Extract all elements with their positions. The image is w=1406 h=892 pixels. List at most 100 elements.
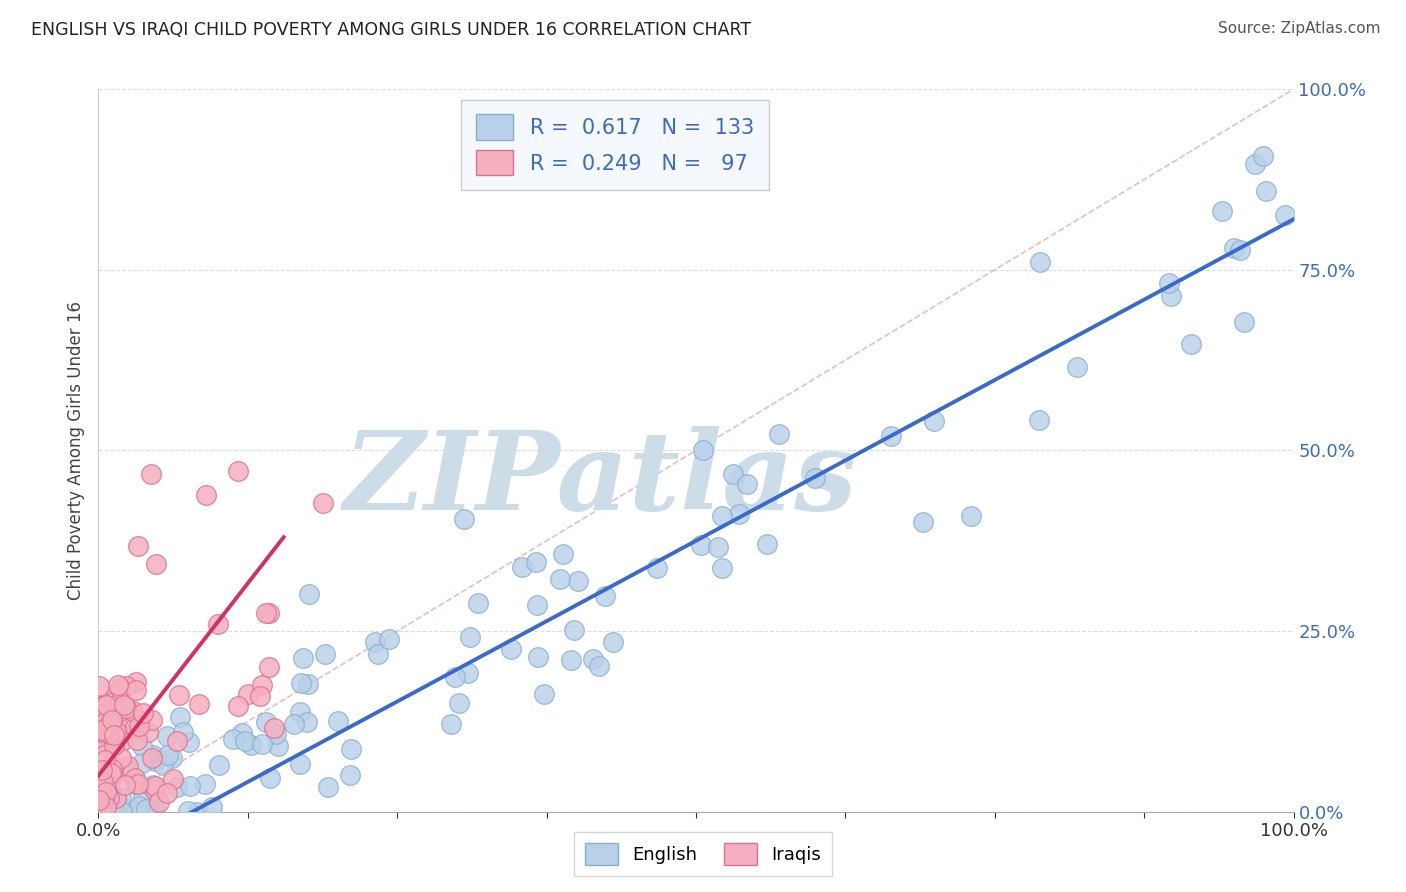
Point (114, 701, 136, 715)
Point (378, 632, 401, 647)
Point (1157, 276, 1180, 290)
Point (128, 799, 150, 814)
Point (89, 777, 111, 791)
Point (110, 751, 132, 765)
Point (98, 774, 121, 789)
Point (290, 676, 312, 690)
Point (89, 795, 111, 809)
Point (89, 719, 111, 733)
Point (711, 508, 734, 523)
Point (94, 736, 117, 750)
Text: ZIPatlas: ZIPatlas (343, 425, 858, 533)
Point (166, 734, 188, 748)
Point (114, 763, 136, 777)
Point (1254, 185, 1277, 199)
Point (97, 791, 120, 805)
Point (148, 795, 170, 809)
Point (110, 704, 132, 718)
Point (108, 805, 131, 819)
Point (101, 738, 124, 752)
Point (143, 783, 166, 797)
Point (226, 699, 249, 714)
Point (142, 778, 165, 792)
Point (93, 748, 115, 763)
Point (551, 547, 574, 561)
Point (118, 714, 141, 729)
Point (194, 777, 217, 791)
Point (100, 805, 122, 819)
Point (97, 789, 120, 804)
Point (108, 805, 131, 819)
Point (104, 702, 127, 716)
Point (101, 805, 124, 819)
Point (108, 800, 131, 814)
Point (114, 679, 136, 693)
Legend: English, Iraqis: English, Iraqis (574, 832, 832, 876)
Point (707, 541, 730, 555)
Point (249, 689, 271, 703)
Point (367, 648, 389, 662)
Point (1160, 289, 1182, 303)
Point (101, 713, 124, 727)
Point (105, 805, 128, 819)
Point (111, 733, 134, 747)
Point (98, 775, 121, 789)
Point (297, 676, 319, 690)
Point (93, 791, 115, 805)
Point (89, 680, 111, 694)
Point (89, 782, 111, 797)
Point (1222, 241, 1244, 255)
Point (107, 677, 129, 691)
Point (94, 724, 117, 739)
Point (91, 788, 114, 802)
Point (340, 742, 363, 756)
Point (100, 788, 122, 802)
Point (257, 606, 280, 620)
Point (457, 666, 479, 681)
Point (101, 713, 124, 727)
Point (524, 555, 547, 569)
Point (326, 714, 349, 728)
Point (588, 658, 610, 673)
Text: ENGLISH VS IRAQI CHILD POVERTY AMONG GIRLS UNDER 16 CORRELATION CHART: ENGLISH VS IRAQI CHILD POVERTY AMONG GIR… (31, 21, 751, 39)
Point (136, 724, 159, 739)
Point (1274, 208, 1296, 222)
Point (692, 443, 714, 458)
Point (104, 724, 127, 739)
Point (90, 699, 112, 714)
Point (90, 805, 112, 819)
Point (768, 426, 790, 441)
Point (87, 698, 110, 712)
Point (135, 802, 157, 816)
Point (298, 587, 321, 601)
Point (93, 710, 115, 724)
Point (166, 780, 188, 794)
Point (96, 800, 118, 814)
Point (339, 767, 361, 781)
Point (264, 727, 287, 741)
Point (142, 797, 165, 812)
Point (145, 557, 167, 571)
Text: Source: ZipAtlas.com: Source: ZipAtlas.com (1218, 21, 1381, 37)
Point (314, 648, 336, 662)
Point (194, 487, 217, 501)
Point (110, 791, 132, 805)
Point (283, 717, 305, 731)
Point (250, 678, 273, 692)
Point (121, 805, 143, 819)
Point (91, 764, 114, 778)
Point (105, 791, 128, 805)
Point (527, 649, 550, 664)
Point (93, 714, 115, 729)
Point (103, 738, 125, 752)
Point (201, 800, 224, 814)
Point (132, 789, 155, 803)
Point (804, 471, 827, 485)
Point (100, 789, 122, 804)
Point (879, 428, 901, 442)
Point (94, 753, 117, 767)
Point (226, 464, 249, 478)
Point (124, 777, 146, 791)
Point (87, 744, 110, 758)
Point (124, 772, 146, 786)
